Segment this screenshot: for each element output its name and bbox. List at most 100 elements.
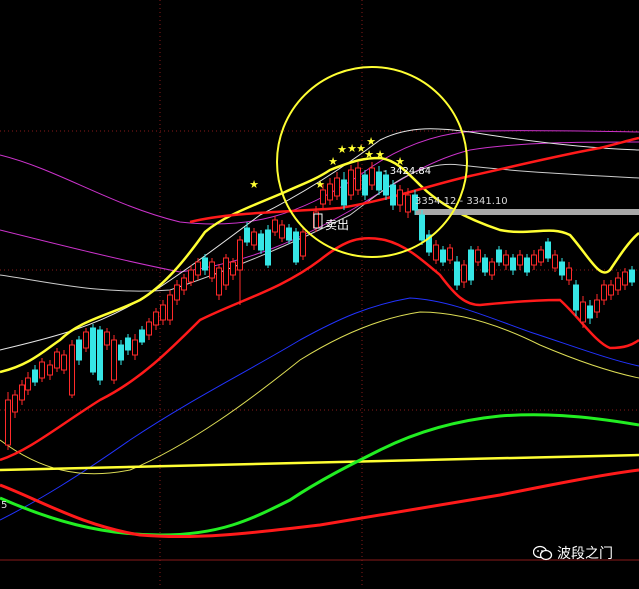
candle-body [580,301,586,323]
candle-body [202,257,208,271]
candle-body [412,194,418,211]
candle-body [475,249,481,263]
star-marker: ★ [366,135,376,148]
candle-body [447,247,453,261]
candle-body [111,339,117,381]
green-ma [0,413,639,537]
candle-body [334,177,340,197]
candle-body [167,294,173,321]
yellow-trend-line [0,156,639,374]
candle-body [39,361,45,379]
candle-body [32,369,38,383]
candle-body [19,384,25,401]
star-marker: ★ [364,148,374,161]
candle-body [265,229,271,266]
candle-body [362,174,368,196]
watermark: 波段之门 [533,543,613,563]
candle-body [83,331,89,349]
candle-body [594,299,600,313]
candle-body [461,264,467,283]
candle-body [390,184,396,206]
candle-body [482,257,488,273]
candle-body [125,337,131,351]
candle-body [510,257,516,271]
candle-body [489,261,495,276]
left-edge-label: 5 [1,500,8,511]
candle-body [181,277,187,291]
candle-body [230,261,236,276]
candle-body [97,329,103,381]
wechat-icon [533,545,553,561]
candle-body [376,171,382,191]
star-marker: ★ [337,143,347,156]
candle-body [47,364,53,376]
candles-group [5,162,635,450]
candle-body [383,174,389,196]
candle-body [629,269,635,283]
stars-group: ★ ★★★ ★ ★★★ ★★ [249,135,405,191]
candle-body [559,261,565,276]
star-marker: ★ [347,142,357,155]
candle-body [531,254,537,266]
candle-body [320,189,326,205]
candle-body [174,284,180,301]
candle-body [468,249,474,281]
candle-body [517,254,523,266]
star-marker: ★ [249,178,259,191]
candle-body [538,249,544,263]
candle-body [286,227,292,241]
candle-body [440,249,446,263]
candle-body [587,305,593,319]
red-ma-bottom [0,468,639,539]
candle-body [348,169,354,196]
candle-body [216,267,222,296]
star-marker: ★ [328,155,338,168]
star-marker: ★ [315,178,325,191]
candle-body [146,321,152,336]
candle-body [426,234,432,253]
candle-body [608,284,614,296]
thin-white-ma [0,128,639,351]
candle-body [419,214,425,241]
candle-body [369,167,375,186]
candle-body [209,261,215,279]
candle-body [160,304,166,321]
candle-body [54,351,60,369]
candle-body [12,394,18,413]
candle-body [503,254,509,266]
sell-label: 卖出 [325,218,350,232]
candle-body [300,231,306,257]
candle-body [355,167,361,191]
red-ma-upper [189,136,639,224]
candle-body [188,269,194,283]
star-marker: ★ [395,155,405,168]
candle-body [25,377,31,391]
white-band-line [0,163,639,292]
sell-marker-box [313,213,323,229]
resistance-band [415,209,639,215]
candle-body [552,254,558,269]
range-price-label: 3354.12 - 3341.10 [415,196,508,207]
candle-body [76,339,82,361]
yellow-horizontal-ma [0,453,639,472]
candle-body [104,331,110,346]
candle-body [545,241,551,259]
candle-body [573,284,579,311]
candle-body [61,354,67,371]
candle-body [454,261,460,286]
candle-body [139,329,145,343]
candle-body [566,267,572,281]
candle-body [69,344,75,396]
candle-body [327,183,333,201]
candle-body [622,271,628,286]
candle-body [405,194,411,213]
candle-body [279,224,285,239]
star-marker: ★ [356,142,366,155]
star-marker: ★ [375,148,385,161]
candle-body [615,277,621,291]
thin-yellow-ma [0,311,639,475]
candle-body [132,339,138,356]
